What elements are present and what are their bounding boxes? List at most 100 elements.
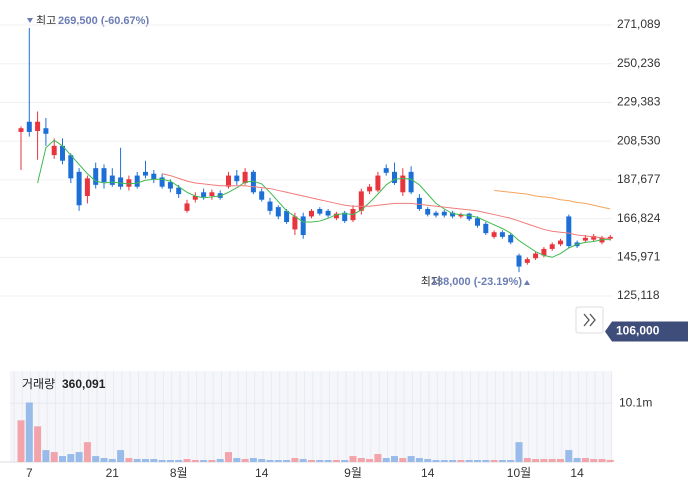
candle-body [607,236,613,239]
volume-bar [258,459,266,462]
volume-bar [407,456,415,462]
volume-bar [117,450,125,462]
volume-bar [108,459,116,462]
candle-body [475,218,480,226]
candle-body [176,187,182,195]
candle-body [242,171,248,184]
candle-body [367,186,373,192]
candle-body [134,175,140,187]
volume-bar [183,459,191,462]
candle-body [68,155,74,179]
candle-body [499,232,505,237]
candle-body [101,168,107,183]
volume-bar [581,458,589,462]
candle-body [558,240,563,245]
y-tick-label: 125,118 [617,288,660,302]
candle-body [582,237,588,241]
candle-body [93,168,99,185]
y-tick-label: 166,824 [617,211,661,225]
candle-body [516,255,522,267]
volume-bar [25,402,33,462]
candle-body [84,178,90,197]
volume-bar [482,460,490,462]
candle-body [566,216,572,247]
candle-body [192,196,198,200]
candle-body [458,214,464,217]
volume-bar [573,458,581,462]
candle-body [325,210,331,216]
candle-body [383,168,389,173]
candle-body [184,203,190,211]
volume-bar [308,460,315,462]
candle-body [18,128,24,132]
min-label: 최저 [421,275,441,288]
x-tick-label: 14 [421,466,435,480]
y-tick-label: 250,236 [617,56,661,70]
x-tick-label: 14 [570,466,584,480]
y-tick-label: 229,383 [617,95,661,109]
price-badge [605,321,688,342]
volume-bar [200,460,208,462]
candle-body [60,145,65,161]
volume-bar [191,460,199,462]
volume-bar [299,459,307,462]
candle-body [333,213,339,219]
max-marker [27,18,33,23]
volume-bar [59,456,66,462]
candle-body [143,171,148,176]
max-value: 269,500 (-60.67%) [58,15,149,27]
candle-body [392,171,397,184]
y-tick-label: 271,089 [617,17,661,31]
volume-bar [474,460,481,462]
volume-bar [382,458,390,462]
volume-bar [175,460,183,462]
volume-bar [166,460,174,462]
volume-bar [507,460,515,462]
candle-body [541,248,547,256]
candle-body [250,171,256,193]
candle-body [533,253,539,259]
x-tick-label: 8월 [170,466,188,480]
volume-bar [92,456,100,462]
volume-bar [266,460,274,462]
volume-bar [341,460,349,462]
candle-body [466,213,472,220]
candle-body [76,171,82,206]
volume-bar [83,442,91,462]
candle-body [309,210,314,217]
candle-body [491,232,497,237]
candle-body [51,145,57,156]
volume-bar [283,460,291,462]
scroll-button[interactable] [575,306,604,334]
volume-bar [125,458,133,462]
volume-bar [100,458,108,462]
moving-average [494,189,611,210]
candle-body [317,209,323,214]
candle-body [26,121,32,132]
candle-body [159,177,165,187]
moving-average [37,139,611,258]
volume-bar [457,460,465,462]
candle-body [591,235,597,240]
volume-bar [158,460,166,462]
volume-bar [399,458,407,462]
volume-bar [449,460,457,462]
volume-bar [532,459,540,462]
min-marker [524,280,530,285]
candle-body [441,211,447,216]
volume-bar [50,452,58,462]
volume-bar [548,459,556,462]
y-tick-label: 145,971 [617,250,661,264]
volume-bar [216,459,224,462]
x-tick-label: 10월 [507,466,531,480]
volume-bar [357,458,365,462]
candle-body [167,182,173,189]
volume-bar [540,459,548,462]
candle-body [508,234,514,243]
candle-body [151,173,157,180]
volume-bar [42,450,50,462]
volume-value: 360,091 [62,377,106,391]
candle-body [284,210,290,222]
